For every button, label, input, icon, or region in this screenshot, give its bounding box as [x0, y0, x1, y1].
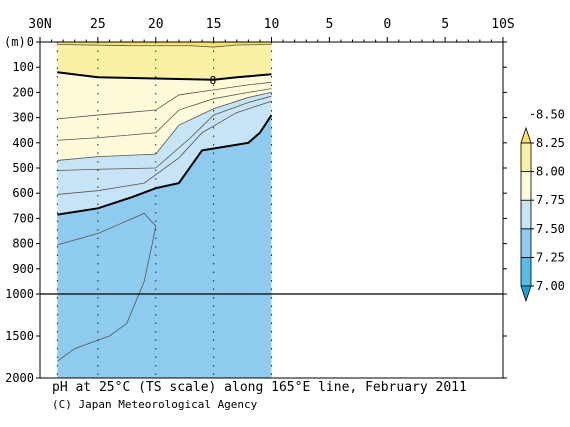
colorbar-cap-top — [520, 126, 532, 144]
colorbar-segment — [520, 256, 532, 287]
colorbar-segment — [520, 142, 532, 173]
chart-title: pH at 25°C (TS scale) along 165°E line, … — [52, 380, 467, 395]
contour-line-8 — [57, 71, 272, 81]
colorbar-label: 8.00 — [536, 165, 565, 179]
x-tick-label: 20 — [148, 17, 164, 32]
x-tick-label: 10S — [491, 17, 514, 32]
x-tick-label: 30N — [28, 17, 51, 32]
y-tick-label: 2000 — [5, 371, 34, 385]
y-tick-label: 0 — [27, 35, 34, 49]
x-tick-label: 5 — [325, 17, 333, 32]
x-tick-label: 0 — [383, 17, 391, 32]
y-tick-label: 500 — [12, 161, 34, 175]
contour-line-8.2 — [57, 44, 272, 48]
colorbar-cap-bottom — [520, 285, 532, 303]
copyright-credit: (C) Japan Meteorological Agency — [52, 398, 258, 411]
colorbar-segment — [520, 199, 532, 230]
band-fill-8.25-8.50 — [57, 42, 272, 48]
contour-line-7.9 — [57, 88, 272, 141]
colorbar-label: 7.25 — [536, 250, 565, 264]
contour-line-7.75 — [57, 92, 272, 161]
colorbar-segment — [520, 171, 532, 201]
colorbar-label: 7.00 — [536, 279, 565, 293]
y-tick-label: 300 — [12, 111, 34, 125]
x-tick-label: 15 — [206, 17, 222, 32]
contour-line-7.6 — [57, 100, 272, 195]
y-tick-label: 1000 — [5, 287, 34, 301]
y-tick-label: 100 — [12, 60, 34, 74]
y-tick-label: 900 — [12, 262, 34, 276]
band-fill-8.00-8.25 — [57, 42, 272, 80]
colorbar-label: 8.25 — [536, 136, 565, 150]
y-tick-label: 600 — [12, 186, 34, 200]
x-tick-label: 25 — [90, 17, 106, 32]
x-tick-label: 10 — [264, 17, 280, 32]
colorbar-label: 7.75 — [536, 193, 565, 207]
colorbar-label: 8.50 — [536, 107, 565, 121]
y-tick-label: 200 — [12, 85, 34, 99]
y-tick-label: 700 — [12, 211, 34, 225]
contour-line-7.7 — [57, 95, 272, 171]
colorbar-segment — [520, 228, 532, 258]
x-tick-label: 5 — [441, 17, 449, 32]
contour-line-7.95 — [57, 81, 272, 120]
contour-line-7.5 — [57, 114, 273, 216]
y-axis-unit: (m) — [4, 35, 26, 49]
colorbar-label: 7.50 — [536, 222, 565, 236]
y-tick-label: 400 — [12, 136, 34, 150]
y-tick-label: 1500 — [5, 329, 34, 343]
contour-label: 8 — [210, 74, 217, 87]
y-tick-label: 800 — [12, 237, 34, 251]
